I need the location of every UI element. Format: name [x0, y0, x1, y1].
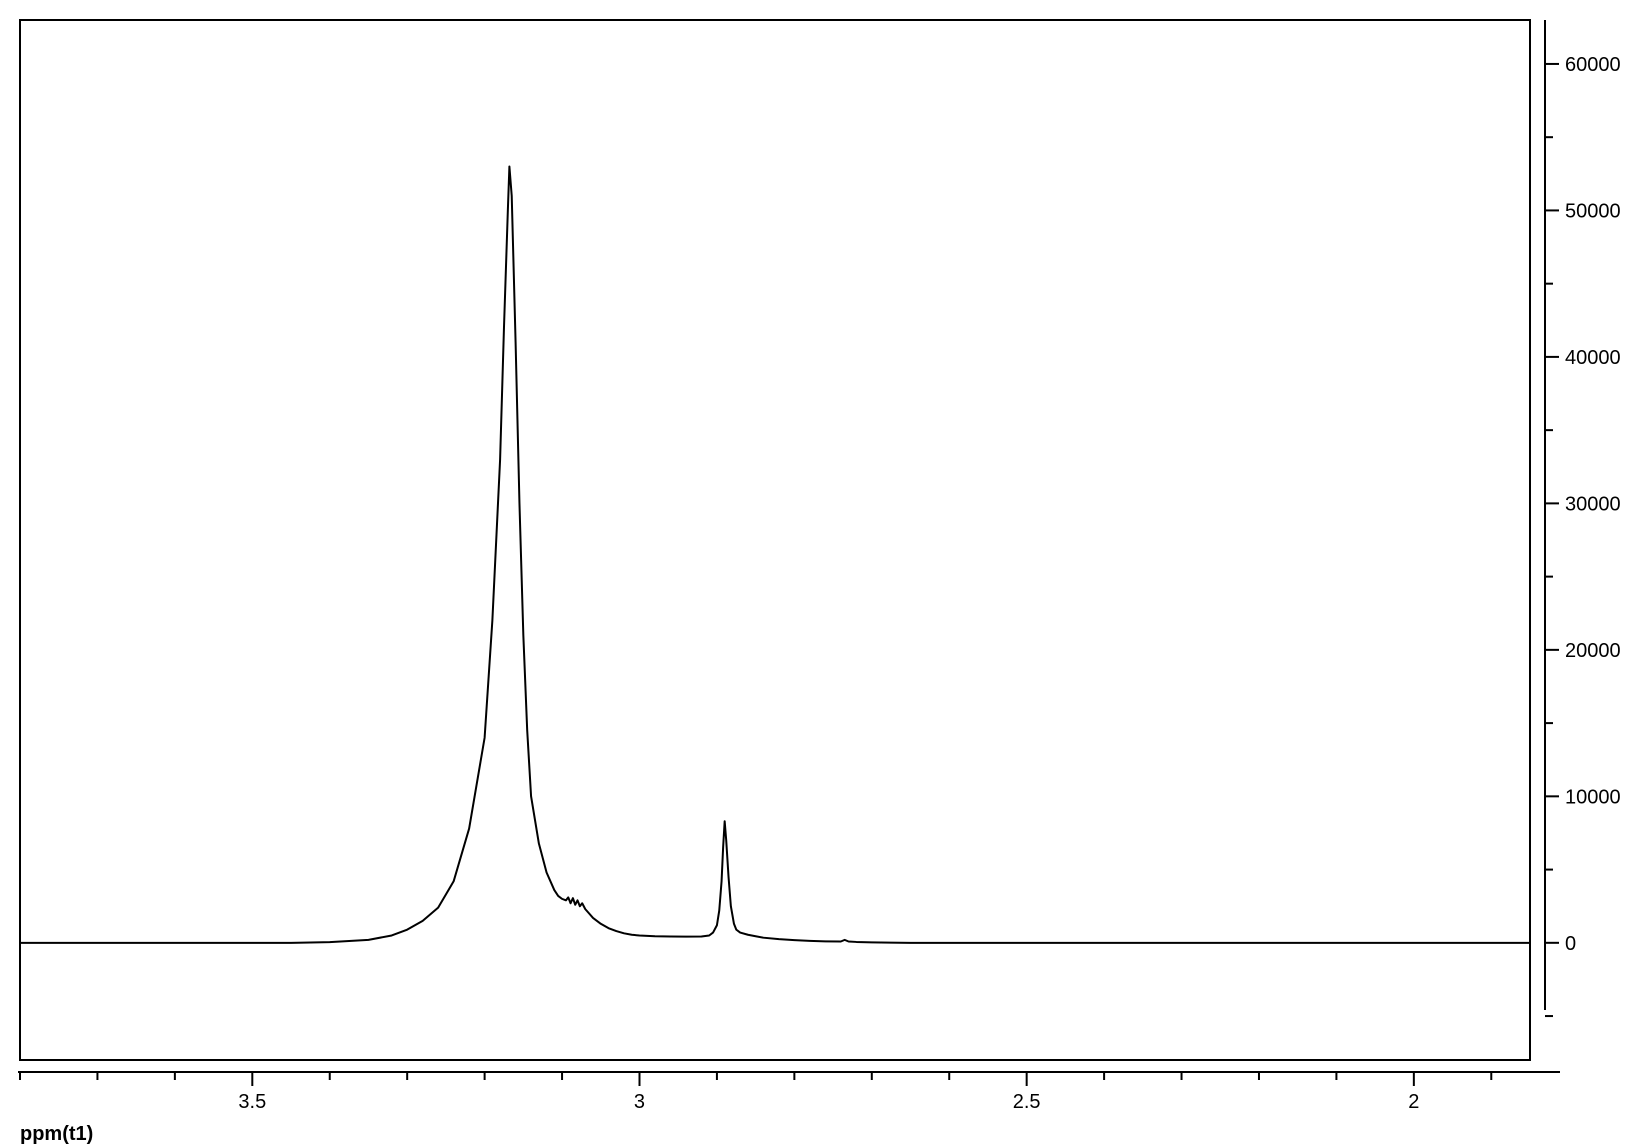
y-tick-label: 60000	[1565, 54, 1621, 76]
x-tick-label: 2	[1408, 1091, 1419, 1113]
plot-border	[20, 20, 1530, 1060]
nmr-spectrum-chart: 0 10000 20000 30000 40000 50000 60000 3.5 3 2.5 2 p…	[0, 0, 1636, 1147]
x-tick-label: 3	[634, 1091, 645, 1113]
x-tick-label: 2.5	[1013, 1091, 1041, 1113]
y-tick-label: 50000	[1565, 200, 1621, 222]
y-tick-label: 40000	[1565, 347, 1621, 369]
y-tick-label: 0	[1565, 933, 1576, 955]
spectrum-container: 0 10000 20000 30000 40000 50000 60000 3.5 3 2.5 2 p…	[0, 0, 1636, 1147]
y-tick-label: 20000	[1565, 640, 1621, 662]
y-tick-label: 10000	[1565, 786, 1621, 808]
spectrum-trace	[20, 166, 1530, 942]
y-tick-label: 30000	[1565, 493, 1621, 515]
x-tick-label: 3.5	[238, 1091, 266, 1113]
x-axis-label: ppm(t1)	[20, 1123, 93, 1145]
